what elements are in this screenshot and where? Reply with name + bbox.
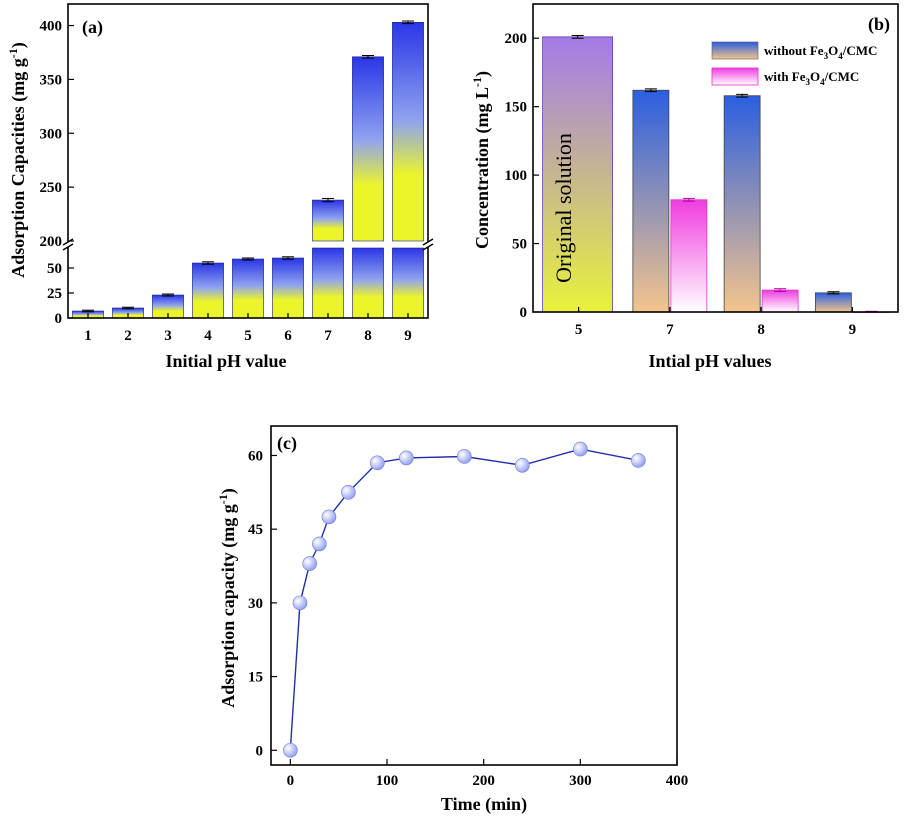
- panel-a-xtick-label: 8: [364, 328, 372, 344]
- axis-break-mark-right-1: [422, 238, 434, 246]
- panel-a-ytick-label: 0: [55, 311, 63, 327]
- axis-break-mark-right-2: [422, 243, 434, 251]
- legend-label-without: without Fe3O4/CMC: [764, 43, 877, 61]
- data-point-c: [312, 536, 327, 552]
- panel-c-ylabel-sup: -1: [216, 494, 230, 504]
- panel-b-ylabel-main: Concentration (mg L: [472, 87, 493, 249]
- panel-c-ytick-label: 60: [248, 448, 263, 464]
- panel-a-ylabel-sup: -1: [6, 48, 20, 58]
- panel-a-ytick-label: 300: [40, 126, 63, 142]
- panel-c-ytick-label: 45: [248, 522, 263, 538]
- panel-a-ytick-label: 400: [40, 19, 63, 35]
- data-point-c: [370, 455, 385, 471]
- panel-a-ylabel-end: ): [8, 42, 29, 48]
- bar-a-lower-ph-8: [352, 247, 384, 319]
- panel-b-xtick-label: 7: [666, 322, 674, 338]
- panel-c: (c) 0 100 200 300 400 0 15 30 45 60 Time (min) Ad…: [216, 425, 689, 815]
- panel-c-xlabel: Time (min): [441, 794, 527, 815]
- bar-a-ph-5: [232, 258, 264, 319]
- original-solution-annotation: Original solution: [551, 133, 576, 283]
- panel-b-ytick-label: 200: [505, 31, 528, 47]
- axis-break-mark-left-2: [62, 243, 74, 251]
- panel-b: (b) 5 7 8 9 0 50 100 150 200 Original solution w…: [470, 3, 899, 371]
- bar-b-original-ph-5: [542, 36, 614, 313]
- panel-c-xtick-label: 100: [376, 773, 399, 789]
- panel-a-ytick-label: 200: [40, 234, 63, 250]
- panel-b-xtick-label: 8: [757, 322, 765, 338]
- data-point-c: [302, 556, 317, 571]
- panel-b-xtick-label: 9: [849, 322, 857, 338]
- panel-a-xtick-label: 7: [324, 328, 332, 344]
- panel-a-xtick-label: 4: [204, 328, 212, 344]
- panel-a-ytick-label: 250: [40, 180, 63, 196]
- panel-c-xtick-label: 300: [569, 773, 592, 789]
- data-point-c: [573, 441, 588, 457]
- data-point-c: [515, 458, 530, 473]
- panel-a-xtick-label: 9: [404, 328, 412, 344]
- panel-a-ytick-label: 50: [47, 261, 62, 277]
- panel-c-xtick-label: 200: [472, 773, 495, 789]
- panel-c-xtick-label: 0: [287, 773, 295, 789]
- panel-c-label: (c): [277, 433, 297, 454]
- bar-a-lower-ph-7: [312, 247, 344, 319]
- bar-b-with-ph-7: [670, 199, 708, 313]
- panel-a-xtick-label: 2: [124, 328, 132, 344]
- panel-b-ylabel-sup: -1: [470, 77, 484, 87]
- bar-a-lower-ph-9: [392, 247, 424, 319]
- panel-a-xtick-label: 5: [244, 328, 252, 344]
- panel-c-ylabel-main: Adsorption capacity (mg g: [218, 504, 239, 708]
- bar-a-upper-ph-9: [392, 22, 424, 242]
- panel-a-xtick-label: 6: [284, 328, 292, 344]
- panel-c-ytick-label: 0: [256, 743, 264, 759]
- bar-b-without-ph-7: [632, 89, 670, 313]
- data-point-c: [457, 449, 472, 464]
- panel-b-ytick-label: 100: [505, 168, 528, 184]
- panel-a-ylabel: Adsorption Capacities (mg g-1): [6, 42, 29, 278]
- panel-c-ytick-label: 30: [248, 596, 263, 612]
- data-point-c: [321, 509, 337, 525]
- data-point-c: [283, 742, 298, 758]
- data-point-c: [341, 485, 356, 500]
- axis-break-gap: [60, 242, 436, 247]
- data-point-c: [399, 450, 414, 466]
- legend: without Fe3O4/CMC with Fe3O4/CMC: [711, 41, 877, 87]
- panel-c-ylabel-end: ): [218, 488, 239, 494]
- panel-b-frame: [532, 3, 899, 313]
- bar-b-without-ph-9: [814, 292, 852, 313]
- panel-a-xtick-label: 3: [164, 328, 172, 344]
- panel-c-xtick-label: 400: [666, 773, 689, 789]
- panel-a-ytick-label: 350: [40, 72, 63, 88]
- axis-break-mark-left-1: [62, 238, 74, 246]
- panel-c-frame: [270, 425, 678, 766]
- panel-a-xtick-label: 1: [84, 328, 92, 344]
- panel-b-ylabel-end: ): [472, 71, 493, 77]
- legend-swatch-without: [711, 41, 759, 60]
- panel-b-label: (b): [868, 14, 890, 35]
- legend-swatch-with: [711, 67, 759, 86]
- panel-b-ylabel: Concentration (mg L-1): [470, 71, 493, 249]
- data-point-c: [631, 453, 646, 468]
- panel-a-ylabel-main: Adsorption Capacities (mg g: [8, 58, 29, 278]
- panel-b-ytick-label: 0: [520, 305, 528, 321]
- bar-a-ph-4: [192, 262, 224, 319]
- panel-b-ytick-label: 150: [505, 100, 528, 116]
- panel-b-ytick-label: 50: [512, 237, 527, 253]
- data-point-c: [292, 595, 308, 611]
- bar-a-ph-6: [272, 257, 304, 319]
- bar-b-with-ph-8: [761, 289, 799, 313]
- panel-c-ylabel: Adsorption capacity (mg g-1): [216, 488, 239, 708]
- panel-a-xlabel: Initial pH value: [165, 351, 286, 371]
- panel-b-xtick-label: 5: [575, 322, 583, 338]
- legend-label-with: with Fe3O4/CMC: [764, 69, 859, 87]
- panel-a: (a) 1 2 3 4 5 6 7 8 9 0 25 50 200 250 300 350 400 Initia…: [6, 3, 436, 371]
- panel-a-ytick-label: 25: [47, 286, 62, 302]
- panel-b-xlabel: Intial pH values: [648, 351, 771, 371]
- panel-a-label: (a): [82, 17, 103, 38]
- bar-a-upper-ph-7: [312, 199, 344, 242]
- bar-a-upper-ph-8: [352, 56, 384, 242]
- bar-b-without-ph-8: [723, 95, 761, 313]
- panel-c-ytick-label: 15: [248, 670, 263, 686]
